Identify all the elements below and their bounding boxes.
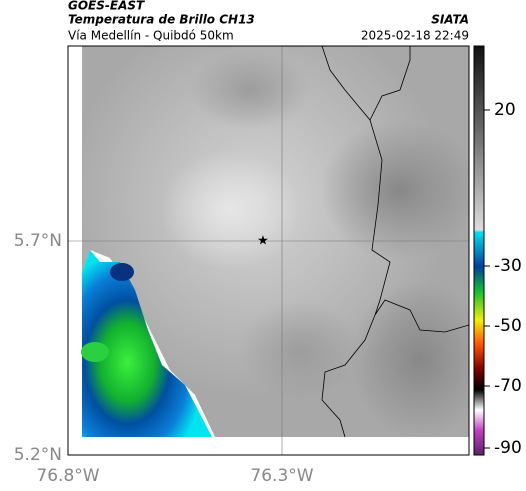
colorbar-label: -30 (494, 256, 522, 276)
boundary (321, 46, 469, 438)
marker: ★ (257, 234, 269, 249)
source: GOES-EAST (68, 0, 145, 13)
timestamp: 2025-02-18 22:49 (361, 29, 469, 43)
title: Temperatura de Brillo CH13 (68, 13, 255, 27)
map: ★ (68, 46, 469, 455)
lon-label: 76.8°W (36, 466, 99, 486)
frame (67, 45, 470, 456)
colorbar-label: -50 (494, 316, 522, 336)
credit: SIATA (431, 13, 469, 27)
colorbar-label: -70 (494, 376, 522, 396)
colorbar-label: -90 (494, 438, 522, 458)
lon-label: 76.3°W (250, 466, 313, 486)
colorbar (473, 45, 485, 456)
lat-label: 5.7°N (14, 231, 62, 251)
cloud-cold (82, 250, 212, 437)
lat-label: 5.2°N (14, 445, 62, 465)
subtitle: Vía Medellín - Quibdó 50km (68, 29, 234, 43)
colorbar-ticks: 20 -30 -50 -70 -90 (484, 100, 522, 458)
colorbar-label: 20 (494, 100, 516, 120)
